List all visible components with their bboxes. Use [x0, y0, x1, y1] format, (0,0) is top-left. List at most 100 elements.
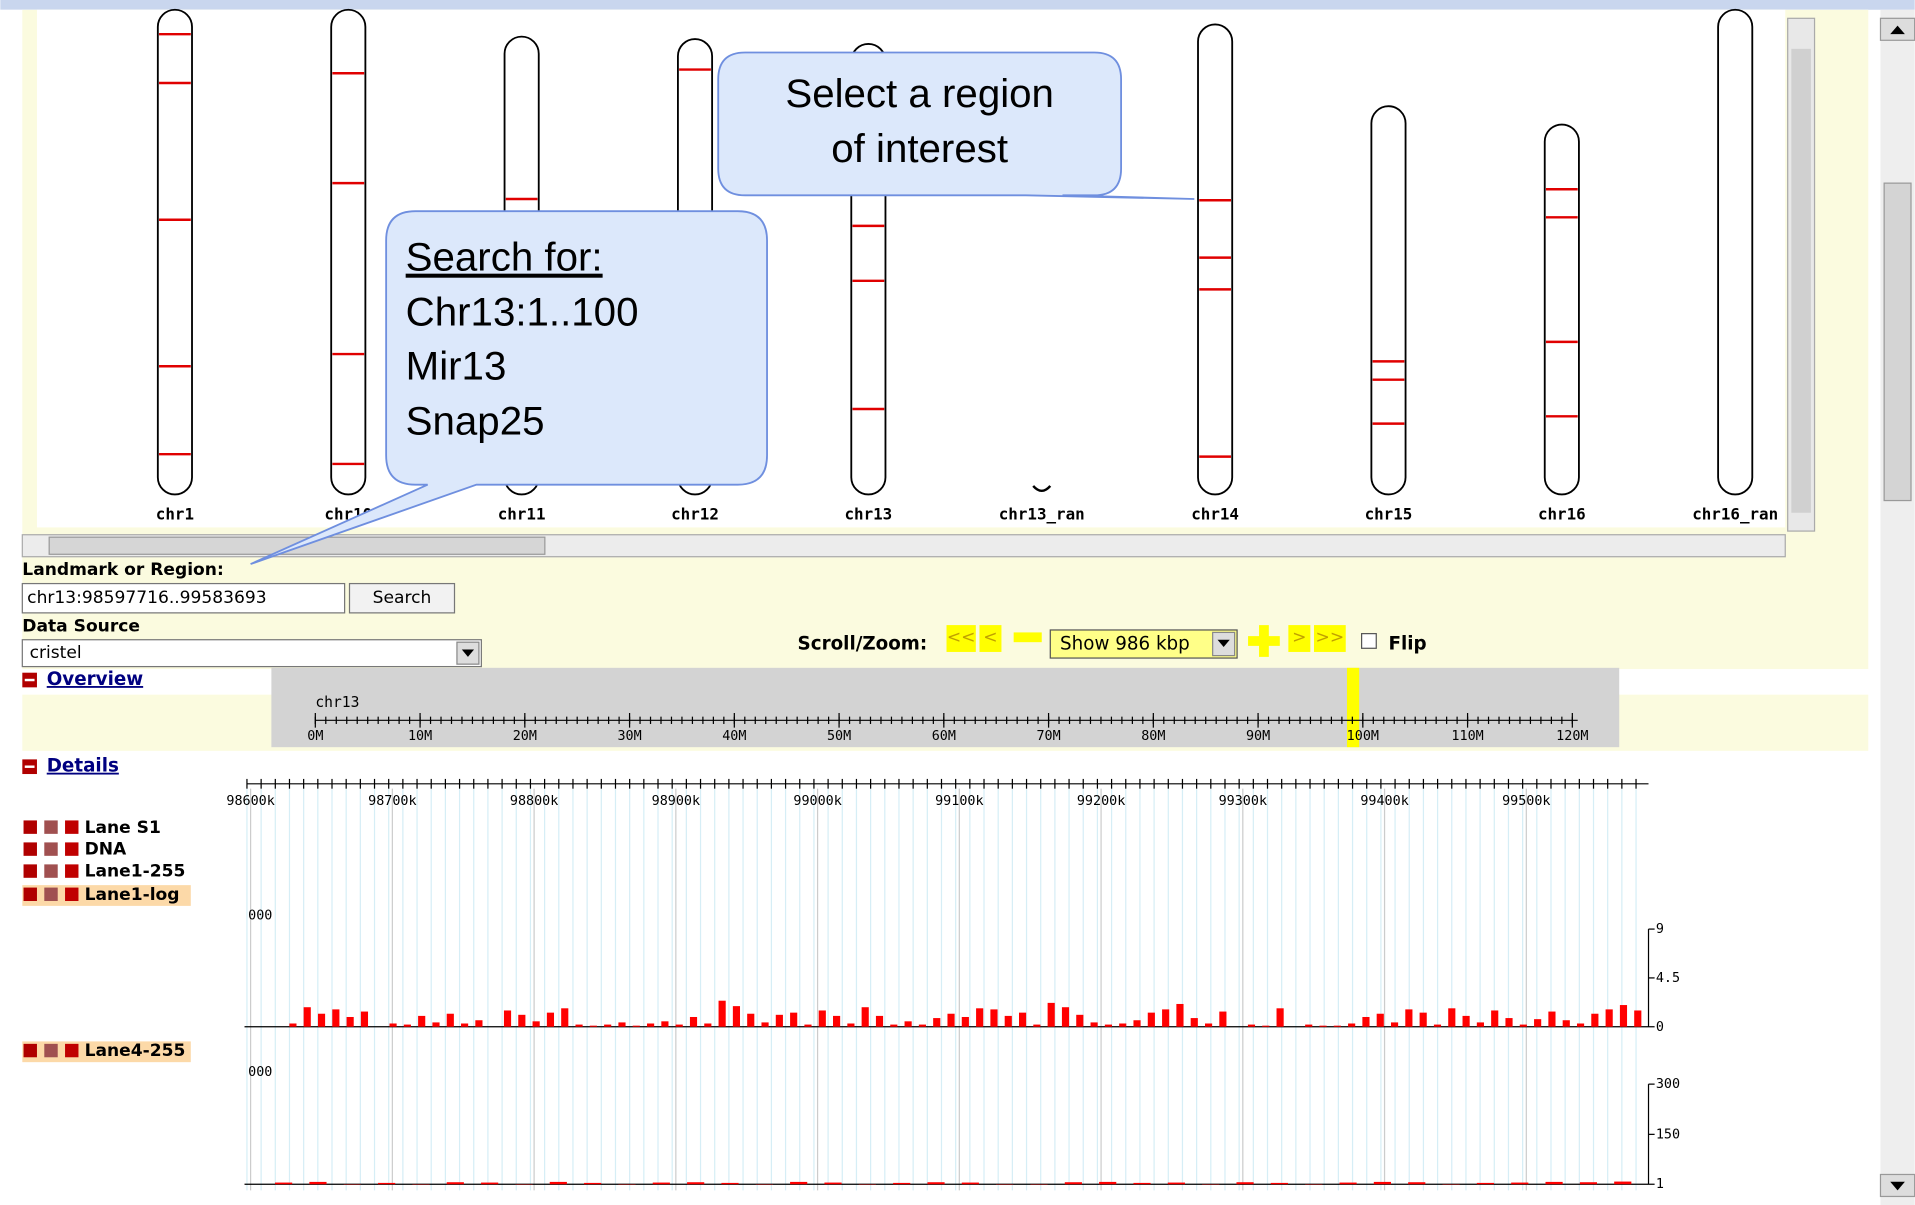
- signal-bar: [919, 1025, 926, 1027]
- track-toggle[interactable]: [24, 864, 37, 877]
- chromosome[interactable]: [331, 10, 365, 495]
- ruler-label: 99200k: [1077, 794, 1125, 809]
- chromosome[interactable]: [1545, 125, 1579, 495]
- track-toggle[interactable]: [24, 1044, 37, 1057]
- signal-bar: [1377, 1014, 1384, 1027]
- track-help[interactable]: [65, 1044, 78, 1057]
- ruler-label: 10M: [408, 729, 432, 744]
- data-source-select[interactable]: [22, 640, 481, 667]
- track-share[interactable]: [44, 1044, 57, 1057]
- signal-bar: [347, 1017, 354, 1027]
- signal-bar: [447, 1182, 464, 1184]
- signal-bar: [1319, 1026, 1326, 1027]
- signal-bar: [1168, 1183, 1185, 1185]
- signal-bar: [1065, 1182, 1082, 1184]
- signal-bar: [418, 1016, 425, 1027]
- signal-bar: [947, 1014, 954, 1027]
- signal-bar: [1362, 1017, 1369, 1027]
- ruler-label: 98700k: [368, 794, 416, 809]
- signal-bar: [1176, 1004, 1183, 1027]
- signal-bar: [1591, 1014, 1598, 1027]
- button-label: >: [1292, 627, 1306, 647]
- signal-bar: [1191, 1018, 1198, 1027]
- signal-bar: [1606, 1009, 1613, 1026]
- chrom-label: chr16: [1538, 505, 1586, 524]
- ruler-label: 110M: [1451, 729, 1483, 744]
- flip-checkbox[interactable]: [1362, 634, 1377, 649]
- signal-bar: [690, 1017, 697, 1027]
- signal-bar: [1520, 1025, 1527, 1027]
- signal-bar: [432, 1022, 439, 1026]
- track-share[interactable]: [44, 864, 57, 877]
- signal-bar: [1091, 1022, 1098, 1026]
- track-toggle[interactable]: [24, 888, 37, 901]
- axis-label: 300: [1656, 1077, 1680, 1092]
- callout-text: Snap25: [406, 398, 545, 443]
- signal-bar: [1580, 1182, 1597, 1184]
- select-value: cristel: [30, 643, 82, 663]
- chrom-label: chr1: [156, 505, 194, 524]
- ruler-label: 100M: [1347, 729, 1379, 744]
- ruler-label: 50M: [827, 729, 851, 744]
- section-title[interactable]: Overview: [47, 669, 144, 690]
- ruler-label: 60M: [932, 729, 956, 744]
- ruler-label: 120M: [1556, 729, 1588, 744]
- axis-label: 0: [1656, 1020, 1664, 1035]
- chromosome[interactable]: [1198, 24, 1232, 494]
- track-share[interactable]: [44, 888, 57, 901]
- signal-bar: [819, 1010, 826, 1026]
- zoom-out[interactable]: [1014, 632, 1042, 642]
- signal-bar: [289, 1023, 296, 1026]
- signal-bar: [1391, 1022, 1398, 1026]
- ruler-label: 20M: [513, 729, 537, 744]
- track-toggle[interactable]: [24, 820, 37, 833]
- signal-bar: [584, 1183, 601, 1184]
- axis-label: 9: [1656, 922, 1664, 937]
- ruler-label: 99400k: [1360, 794, 1408, 809]
- signal-bar: [1236, 1182, 1253, 1184]
- track-help[interactable]: [65, 888, 78, 901]
- track-share[interactable]: [44, 842, 57, 855]
- signal-bar: [747, 1014, 754, 1027]
- button-label: Search: [373, 588, 432, 608]
- ruler-label: 99000k: [793, 794, 841, 809]
- track-help[interactable]: [65, 820, 78, 833]
- chrom-label: chr13_ran: [999, 505, 1085, 524]
- signal-bar: [647, 1023, 654, 1026]
- signal-bar: [1548, 1012, 1555, 1027]
- chrom-label: chr15: [1365, 505, 1413, 524]
- chromosome[interactable]: [1371, 106, 1405, 494]
- field-label: Data Source: [22, 616, 140, 636]
- track-toggle[interactable]: [24, 842, 37, 855]
- axis-label: 150: [1656, 1127, 1680, 1142]
- track-help[interactable]: [65, 864, 78, 877]
- signal-bar: [1614, 1182, 1631, 1185]
- callout-text: Select a region: [785, 71, 1054, 116]
- checkbox-label: Flip: [1388, 634, 1426, 655]
- signal-bar: [1534, 1019, 1541, 1027]
- track-help[interactable]: [65, 842, 78, 855]
- signal-bar: [1019, 1013, 1026, 1027]
- signal-bar: [590, 1026, 597, 1027]
- track-name: Lane4-255: [85, 1041, 186, 1061]
- ruler-label: 0M: [307, 729, 323, 744]
- field-label: Landmark or Region:: [22, 560, 223, 580]
- section-title[interactable]: Details: [47, 756, 119, 777]
- signal-bar: [1448, 1008, 1455, 1026]
- signal-bar: [927, 1182, 944, 1184]
- signal-bar: [833, 1016, 840, 1027]
- signal-bar: [1277, 1008, 1284, 1026]
- ruler-label: 70M: [1036, 729, 1060, 744]
- signal-bar: [518, 1015, 525, 1027]
- ruler-label: 98600k: [226, 794, 274, 809]
- chromosome[interactable]: [1718, 10, 1752, 495]
- signal-bar: [561, 1008, 568, 1026]
- track-share[interactable]: [44, 820, 57, 833]
- signal-bar: [1477, 1022, 1484, 1026]
- signal-bar: [653, 1183, 670, 1185]
- signal-bar: [618, 1022, 625, 1026]
- signal-bar: [481, 1183, 498, 1185]
- screen: chr1chr10chr11chr12chr13chr13_ranchr14ch…: [0, 0, 1915, 1205]
- ruler-label: 99500k: [1502, 794, 1550, 809]
- signal-bar: [905, 1021, 912, 1026]
